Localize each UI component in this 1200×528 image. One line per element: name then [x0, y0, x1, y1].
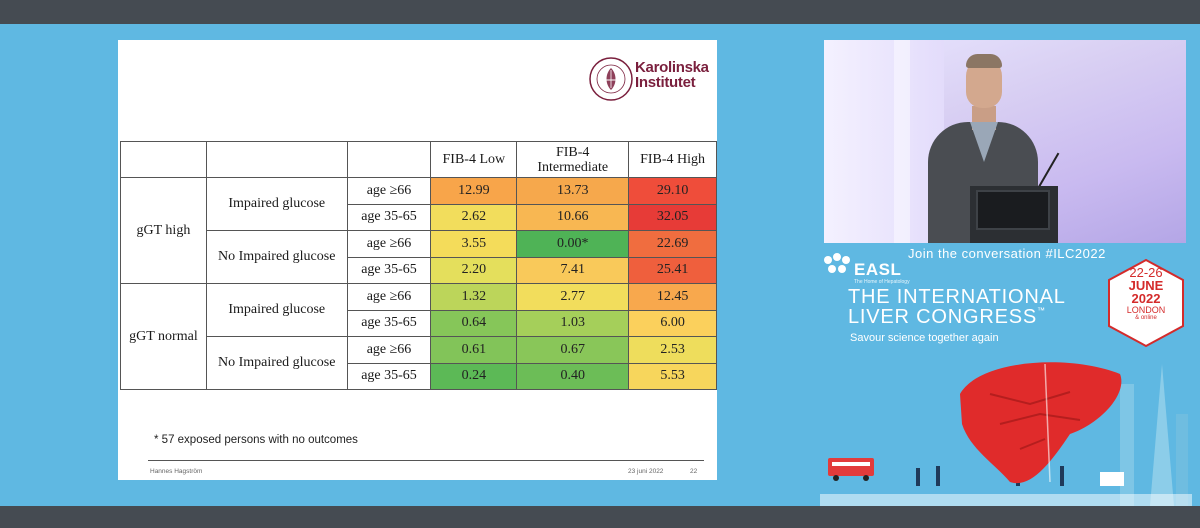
liver-illustration-icon: [960, 362, 1122, 484]
congress-title-line1: THE INTERNATIONAL: [848, 286, 1066, 308]
speaker-hair: [966, 54, 1002, 68]
header-corner-3: [346, 141, 432, 178]
karolinska-wordmark: Karolinska Institutet: [635, 59, 709, 91]
value-fib4-high: 25.41: [628, 256, 717, 284]
value-fib4-low: 2.20: [430, 256, 518, 284]
value-fib4-low: 1.32: [430, 283, 518, 311]
table-row: age 35-65 0.24 0.40 5.53: [121, 362, 717, 390]
easl-subtitle: The Home of Hepatology: [854, 279, 910, 285]
value-fib4-low: 0.61: [430, 336, 518, 364]
age-label: age ≥66: [346, 230, 432, 258]
age-label: age 35-65: [346, 203, 432, 231]
header-fib4-low: FIB-4 Low: [430, 141, 518, 178]
hashtag-banner: Join the conversation #ILC2022: [908, 246, 1106, 261]
group-label: gGT normal: [120, 283, 207, 390]
value-fib4-low: 2.62: [430, 203, 518, 231]
podium-monitor: [976, 190, 1050, 230]
table-row: age 35-65 2.20 7.41 25.41: [121, 256, 717, 284]
value-fib4-low: 12.99: [430, 177, 518, 205]
value-fib4-intermediate: 2.77: [516, 283, 630, 311]
age-label: age ≥66: [346, 336, 432, 364]
value-fib4-high: 29.10: [628, 177, 717, 205]
congress-tagline: Savour science together again: [850, 332, 999, 344]
table-row: gGT normal Impaired glucose age ≥66 1.32 2.7…: [120, 283, 717, 390]
subgroup-label: Impaired glucose: [205, 177, 348, 231]
table-row: age 35-65 2.62 10.66 32.05: [121, 203, 717, 231]
value-fib4-intermediate: 10.66: [516, 203, 630, 231]
group-label: gGT high: [120, 177, 207, 284]
footer-date: 23 juni 2022: [628, 468, 664, 475]
value-fib4-high: 5.53: [628, 362, 717, 390]
subgroup-label: No Impaired glucose: [205, 336, 348, 390]
presentation-slide: Karolinska Institutet FIB-4 Low FIB-4 Int…: [118, 40, 717, 480]
value-fib4-high: 12.45: [628, 283, 717, 311]
age-label: age ≥66: [346, 283, 432, 311]
value-fib4-high: 2.53: [628, 336, 717, 364]
congress-branding: Join the conversation #ILC2022 EASL The …: [820, 244, 1192, 506]
value-fib4-high: 22.69: [628, 230, 717, 258]
age-label: age 35-65: [346, 309, 432, 337]
subgroup-label: Impaired glucose: [205, 283, 348, 337]
value-fib4-high: 32.05: [628, 203, 717, 231]
karolinska-logo: Karolinska Institutet: [588, 54, 710, 106]
header-corner-1: [120, 141, 207, 178]
value-fib4-intermediate: 0.67: [516, 336, 630, 364]
header-fib4-high: FIB-4 High: [628, 141, 717, 178]
fib4-risk-table: FIB-4 Low FIB-4 Intermediate FIB-4 High g…: [120, 141, 717, 390]
header-corner-2: [205, 141, 348, 178]
karolinska-seal-icon: [589, 57, 633, 101]
speaker-video: [824, 40, 1186, 243]
value-fib4-intermediate: 7.41: [516, 256, 630, 284]
footer-author: Hannes Hagström: [150, 468, 203, 475]
value-fib4-intermediate: 1.03: [516, 309, 630, 337]
date-badge-text: 22-26 JUNE 2022 LONDON & online: [1126, 265, 1166, 321]
value-fib4-high: 6.00: [628, 309, 717, 337]
table-row: No Impaired glucose age ≥66 3.55 0.00* 22.69: [121, 230, 717, 284]
value-fib4-intermediate: 13.73: [516, 177, 630, 205]
top-bar: [0, 0, 1200, 24]
table-row: No Impaired glucose age ≥66 0.61 0.67 2.53: [121, 336, 717, 390]
age-label: age 35-65: [346, 256, 432, 284]
header-fib4-intermediate: FIB-4 Intermediate: [516, 141, 630, 178]
bottom-bar: [0, 506, 1200, 528]
footer-page-number: 22: [690, 468, 698, 475]
easl-logo-icon: [824, 253, 850, 273]
city-skyline-illustration: [820, 364, 1192, 506]
table-row: gGT high Impaired glucose age ≥66 12.99 13.7…: [120, 177, 717, 284]
value-fib4-intermediate: 0.40: [516, 362, 630, 390]
easl-wordmark: EASL: [854, 260, 902, 279]
value-fib4-low: 0.64: [430, 309, 518, 337]
congress-title-line2: LIVER CONGRESS™: [848, 306, 1046, 328]
value-fib4-low: 0.24: [430, 362, 518, 390]
value-fib4-intermediate: 0.00*: [516, 230, 630, 258]
table-header-row: FIB-4 Low FIB-4 Intermediate FIB-4 High: [120, 141, 717, 178]
video-wall: [824, 40, 944, 243]
video-light-strip: [894, 40, 910, 243]
date-badge-hexagon: [1108, 258, 1184, 348]
value-fib4-low: 3.55: [430, 230, 518, 258]
footer-divider: [148, 460, 704, 461]
footnote: * 57 exposed persons with no outcomes: [154, 434, 358, 446]
age-label: age 35-65: [346, 362, 432, 390]
subgroup-label: No Impaired glucose: [205, 230, 348, 284]
age-label: age ≥66: [346, 177, 432, 205]
table-row: age 35-65 0.64 1.03 6.00: [121, 309, 717, 337]
